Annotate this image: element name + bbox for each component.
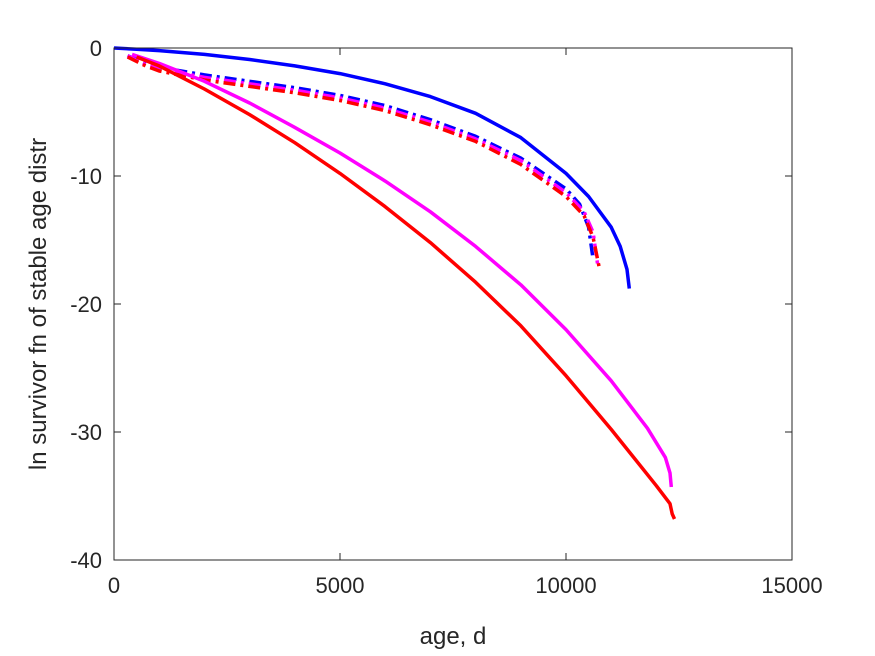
series-line-5: [131, 52, 674, 488]
series-line-3: [126, 54, 600, 265]
y-tick-label: 0: [90, 36, 102, 61]
series-line-6: [135, 55, 677, 520]
y-tick-label: -40: [70, 548, 102, 573]
series-line-4: [126, 55, 602, 272]
y-tick-label: -10: [70, 164, 102, 189]
plot-frame: [113, 47, 793, 561]
y-tick-label: -30: [70, 420, 102, 445]
y-tick-label: -20: [70, 292, 102, 317]
axes: 0 5000 10000 15000 0 -10 -20 -30 -40: [70, 36, 822, 598]
series-line-1: [113, 46, 632, 289]
x-tick-label: 5000: [316, 573, 365, 598]
y-axis-label: ln survivor fn of stable age distr: [25, 138, 52, 470]
x-tick-label: 15000: [761, 573, 822, 598]
series-line-2: [126, 54, 595, 260]
plot-lines: [113, 46, 677, 520]
x-tick-label: 0: [108, 573, 120, 598]
x-tick-label: 10000: [535, 573, 596, 598]
x-axis-label: age, d: [420, 623, 487, 650]
